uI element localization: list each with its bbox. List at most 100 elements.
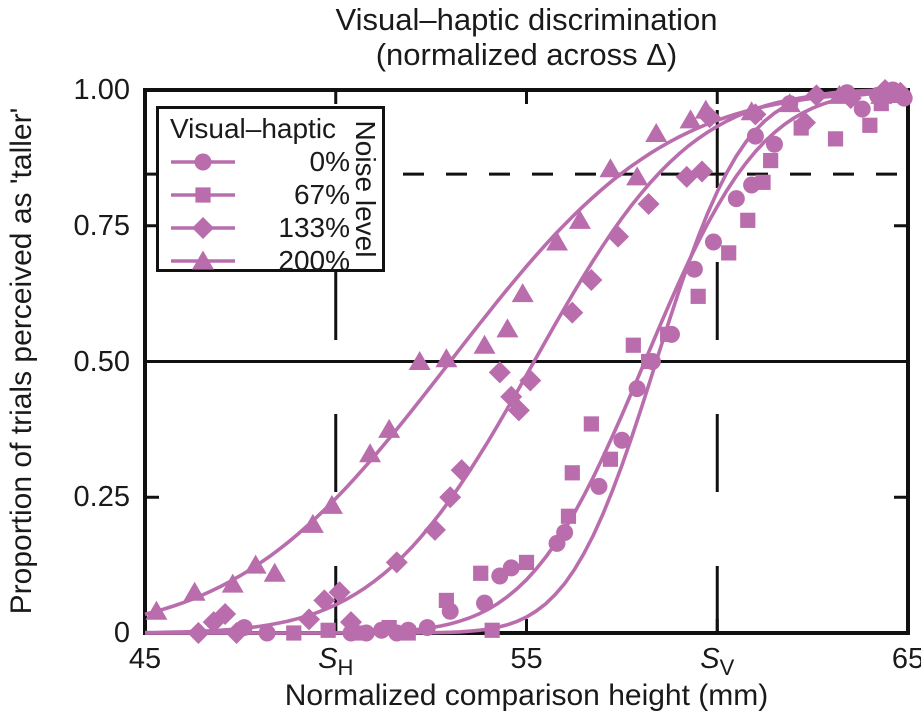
data-point-133% xyxy=(690,160,713,183)
chart-title-line1: Visual–haptic discrimination xyxy=(335,2,718,37)
data-point-133% xyxy=(793,111,816,134)
data-point-200% xyxy=(599,158,622,178)
x-tick-label-45: 45 xyxy=(128,643,162,675)
data-point-0% xyxy=(502,559,520,577)
legend-item-200%: 200% xyxy=(159,244,382,277)
data-point-200% xyxy=(359,443,382,463)
data-point-0% xyxy=(685,260,703,278)
legend-item-label: 200% xyxy=(278,244,350,276)
y-tick-label-1.00: 1.00 xyxy=(73,74,130,106)
data-point-67% xyxy=(286,625,302,641)
data-point-133% xyxy=(340,611,363,634)
data-point-0% xyxy=(727,190,745,208)
data-point-200% xyxy=(320,494,343,514)
legend-rows: 0% 67% 133% 200% xyxy=(159,145,382,277)
data-point-133% xyxy=(450,459,473,482)
data-point-133% xyxy=(607,225,630,248)
y-tick-label-0: 0 xyxy=(113,617,130,649)
data-point-67% xyxy=(755,174,771,190)
square-marker-icon xyxy=(171,186,235,203)
data-point-133% xyxy=(519,369,542,392)
data-point-200% xyxy=(145,600,168,620)
data-point-67% xyxy=(438,592,454,609)
data-point-200% xyxy=(778,93,801,113)
data-point-200% xyxy=(568,209,591,229)
data-point-133% xyxy=(187,622,210,644)
data-point-200% xyxy=(645,122,668,142)
data-point-200% xyxy=(473,334,496,354)
data-point-133% xyxy=(805,84,828,107)
data-point-0% xyxy=(258,624,276,642)
data-point-67% xyxy=(640,353,657,370)
legend-item-0%: 0% xyxy=(159,145,382,178)
diamond-marker-icon xyxy=(171,216,235,239)
data-point-0% xyxy=(418,619,436,637)
data-point-133% xyxy=(225,622,248,644)
data-point-200% xyxy=(694,99,717,119)
data-point-67% xyxy=(827,131,844,147)
legend-item-133%: 133% xyxy=(159,211,382,244)
data-point-133% xyxy=(580,269,603,292)
data-point-200% xyxy=(511,283,534,303)
data-point-0% xyxy=(590,477,608,495)
legend-title: Visual–haptic xyxy=(170,113,337,144)
x-tick-label-SV: SV xyxy=(700,643,735,680)
chart-title: Visual–haptic discrimination (normalized… xyxy=(145,2,908,72)
x-tick-label-65: 65 xyxy=(891,643,921,675)
data-point-0% xyxy=(556,524,574,542)
data-point-133% xyxy=(298,608,321,631)
data-point-0% xyxy=(628,380,646,398)
data-point-200% xyxy=(546,231,569,251)
data-point-67% xyxy=(721,245,737,261)
data-point-67% xyxy=(690,288,706,304)
x-axis-label: Normalized comparison height (mm) xyxy=(284,679,769,712)
data-point-67% xyxy=(354,625,371,641)
data-point-133% xyxy=(561,301,584,324)
y-tick-label-0.75: 0.75 xyxy=(73,209,130,242)
data-point-67% xyxy=(518,554,535,571)
triangle-marker-icon xyxy=(171,250,235,269)
data-point-67% xyxy=(400,625,416,641)
data-point-133% xyxy=(423,518,446,541)
data-point-67% xyxy=(583,416,599,432)
data-point-67% xyxy=(473,565,489,581)
legend-item-label: 67% xyxy=(293,178,350,210)
data-point-67% xyxy=(625,337,641,353)
chart-title-line2: (normalized across Δ) xyxy=(375,37,678,72)
data-point-67% xyxy=(660,326,676,342)
circle-marker-icon xyxy=(171,153,235,170)
x-tick-label-55: 55 xyxy=(510,643,543,675)
data-point-133% xyxy=(488,361,511,384)
legend-noise-level-label: Noise level xyxy=(350,120,381,258)
y-tick-label-0.50: 0.50 xyxy=(73,345,130,378)
data-point-0% xyxy=(765,135,783,153)
data-point-0% xyxy=(613,431,631,449)
data-point-67% xyxy=(862,117,878,133)
data-point-67% xyxy=(484,622,500,638)
data-point-133% xyxy=(889,81,912,104)
y-tick-label-0.25: 0.25 xyxy=(73,481,130,514)
data-point-200% xyxy=(221,573,244,593)
fit-curve-200% xyxy=(144,89,909,617)
data-point-133% xyxy=(385,551,408,574)
legend: Visual–haptic Noise level 0% 67% 133% 200% xyxy=(156,106,385,276)
data-point-67% xyxy=(381,619,397,636)
legend-item-label: 133% xyxy=(278,211,350,243)
data-point-67% xyxy=(602,451,619,467)
data-point-0% xyxy=(704,233,722,251)
data-point-200% xyxy=(435,348,458,368)
x-tick-label-SH: SH xyxy=(318,643,354,680)
data-point-200% xyxy=(244,554,267,574)
data-point-67% xyxy=(320,622,336,638)
data-point-133% xyxy=(507,399,530,422)
data-point-0% xyxy=(476,594,494,612)
data-point-133% xyxy=(214,602,237,625)
data-point-67% xyxy=(740,212,756,228)
legend-item-67%: 67% xyxy=(159,178,382,211)
data-point-200% xyxy=(626,166,649,186)
data-point-200% xyxy=(740,101,763,121)
data-point-0% xyxy=(746,127,764,145)
data-point-67% xyxy=(763,152,779,169)
